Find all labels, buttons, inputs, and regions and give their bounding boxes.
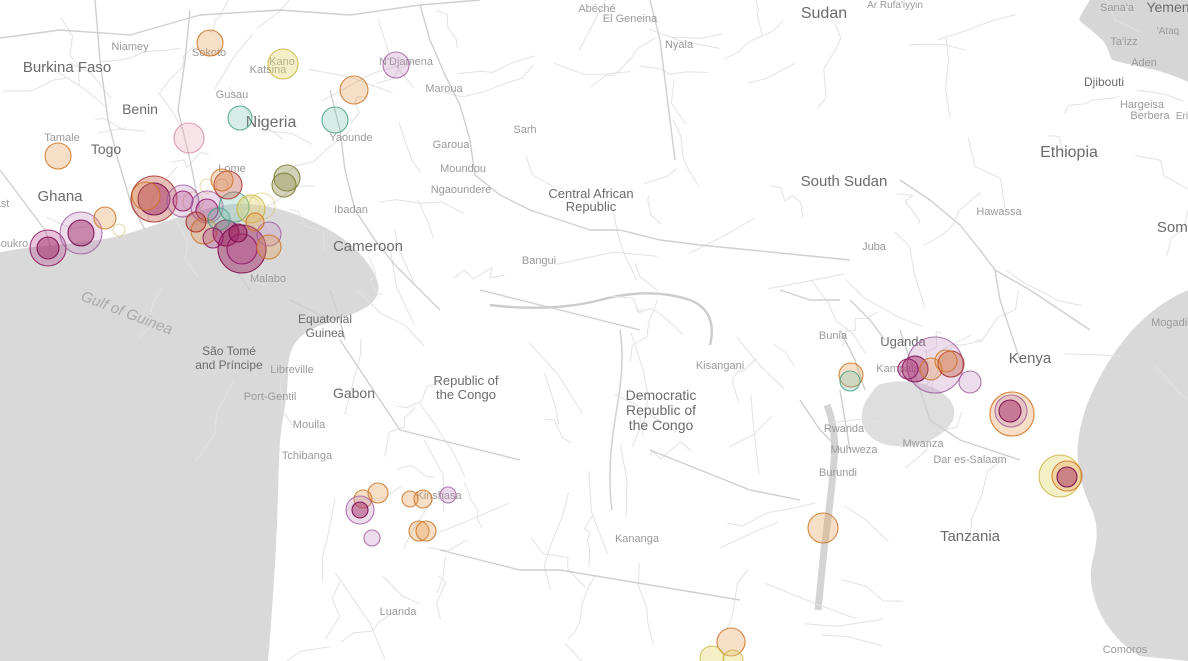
svg-text:Juba: Juba — [862, 241, 887, 253]
svg-text:Somalia: Somalia — [1157, 219, 1188, 236]
svg-text:Mouila: Mouila — [293, 419, 326, 431]
svg-text:Republic of: Republic of — [626, 402, 696, 418]
svg-text:Libreville: Libreville — [270, 364, 313, 376]
svg-text:Eri: Eri — [1176, 111, 1188, 122]
svg-text:Republic: Republic — [566, 199, 617, 214]
svg-text:Cameroon: Cameroon — [333, 238, 403, 255]
svg-text:Ibadan: Ibadan — [334, 204, 368, 216]
svg-text:São Tomé: São Tomé — [202, 344, 256, 358]
svg-text:Port-Gentil: Port-Gentil — [244, 391, 297, 403]
svg-text:Tanzania: Tanzania — [940, 528, 1001, 545]
svg-text:Djibouti: Djibouti — [1084, 75, 1124, 89]
svg-text:Benin: Benin — [122, 101, 158, 117]
svg-text:Togo: Togo — [91, 141, 122, 157]
svg-text:Gusau: Gusau — [216, 89, 248, 101]
svg-text:Sana'a: Sana'a — [1100, 2, 1135, 14]
svg-text:Ethiopia: Ethiopia — [1040, 144, 1098, 161]
svg-text:Kananga: Kananga — [615, 533, 660, 545]
svg-text:and Príncipe: and Príncipe — [195, 358, 263, 372]
svg-text:Mwanza: Mwanza — [903, 438, 945, 450]
svg-text:Berbera: Berbera — [1130, 110, 1170, 122]
svg-text:Malabo: Malabo — [250, 273, 286, 285]
svg-text:Dar es-Salaam: Dar es-Salaam — [933, 454, 1006, 466]
svg-text:Tamale: Tamale — [44, 132, 79, 144]
svg-text:Hargeisa: Hargeisa — [1120, 99, 1165, 111]
svg-text:the Congo: the Congo — [436, 387, 496, 402]
svg-text:Burundi: Burundi — [819, 467, 857, 479]
svg-text:Sarh: Sarh — [513, 124, 536, 136]
svg-text:Ar Rufa'iyyin: Ar Rufa'iyyin — [867, 0, 923, 11]
svg-text:Aden: Aden — [1131, 57, 1157, 69]
svg-text:Nigeria: Nigeria — [246, 114, 297, 131]
svg-text:Coast: Coast — [0, 198, 9, 210]
svg-text:Tchibanga: Tchibanga — [282, 450, 333, 462]
svg-text:Burkina Faso: Burkina Faso — [23, 59, 111, 76]
svg-text:Gabon: Gabon — [333, 385, 375, 401]
svg-text:Mogadishu: Mogadishu — [1151, 317, 1188, 329]
svg-text:Ta'izz: Ta'izz — [1110, 36, 1137, 48]
svg-text:South Sudan: South Sudan — [801, 173, 888, 190]
svg-text:Niamey: Niamey — [111, 41, 149, 53]
svg-text:Ghana: Ghana — [37, 188, 83, 205]
svg-text:Nyala: Nyala — [665, 39, 694, 51]
svg-text:Abéché: Abéché — [578, 3, 615, 15]
svg-text:Luanda: Luanda — [380, 606, 418, 618]
svg-text:Bunia: Bunia — [819, 330, 848, 342]
svg-text:Republic of: Republic of — [433, 373, 498, 388]
svg-text:Yamoussoukro: Yamoussoukro — [0, 238, 28, 250]
svg-text:Muhweza: Muhweza — [830, 444, 878, 456]
svg-text:Ngaoundere: Ngaoundere — [431, 184, 492, 196]
svg-text:Democratic: Democratic — [626, 387, 697, 403]
svg-text:Rwanda: Rwanda — [824, 423, 865, 435]
svg-text:Yemen: Yemen — [1146, 0, 1188, 15]
svg-text:the Congo: the Congo — [629, 417, 694, 433]
svg-text:Equatorial: Equatorial — [298, 312, 352, 326]
svg-text:Kisangani: Kisangani — [696, 360, 744, 372]
svg-text:Guinea: Guinea — [306, 326, 345, 340]
svg-text:Yaounde: Yaounde — [329, 132, 372, 144]
svg-text:Hawassa: Hawassa — [976, 206, 1022, 218]
svg-text:Sudan: Sudan — [801, 5, 847, 22]
svg-text:Bangui: Bangui — [522, 255, 556, 267]
svg-text:'Ataq: 'Ataq — [1157, 26, 1179, 37]
svg-text:Garoua: Garoua — [433, 139, 471, 151]
svg-text:Maroua: Maroua — [425, 83, 463, 95]
svg-text:Comoros: Comoros — [1103, 644, 1148, 656]
svg-text:Moundou: Moundou — [440, 163, 486, 175]
svg-text:Kenya: Kenya — [1009, 350, 1052, 367]
